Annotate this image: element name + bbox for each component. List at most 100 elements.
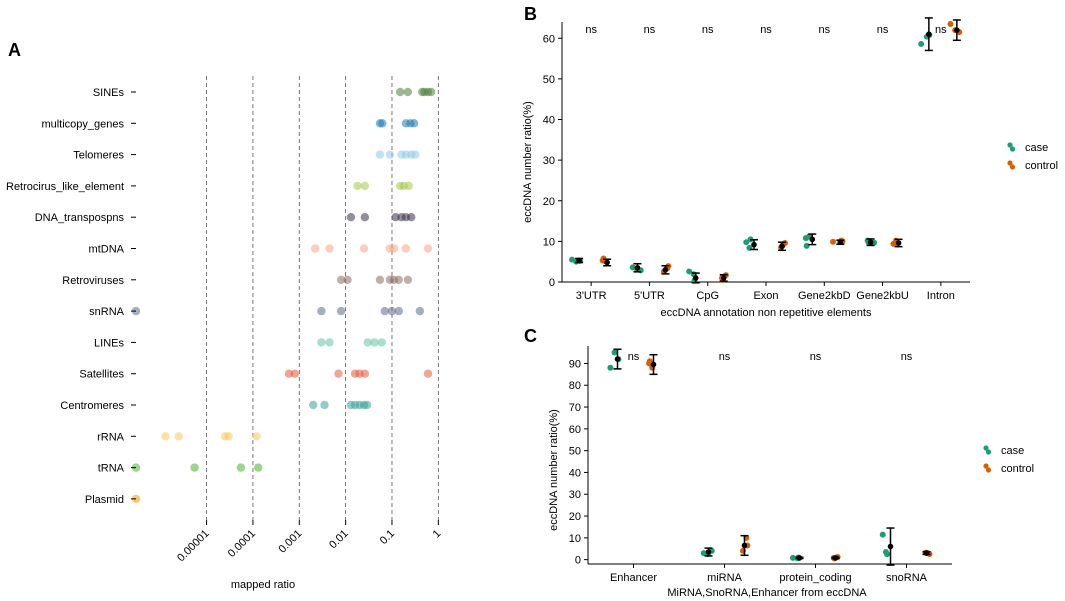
panel-b-legend: case control [1007,142,1058,172]
point-case-snorna [879,531,886,538]
panel-a-category-label-mtdna: mtDNA [89,244,125,256]
panel-a-point-lines [363,338,372,347]
mean-point-case-3-utr [576,257,582,264]
panel-a-point-rrna [161,432,170,441]
significance-label: ns [877,24,889,36]
panel-a-point-retroviruses [403,275,413,284]
y-tick-label: 40 [569,467,581,479]
significance-label: ns [719,351,731,363]
point-case-protein-coding [789,554,796,561]
x-tick-label-5-utr: 5'UTR [634,290,665,302]
significance-label: ns [818,24,830,36]
y-tick-label: 10 [569,533,581,545]
panel-a-point-dna-transpospns [391,213,400,222]
significance-label: ns [810,351,822,363]
significance-label: ns [901,351,913,363]
panel-a-x-tick-label: 0.001 [276,528,304,556]
mean-point-case-protein-coding [796,555,803,561]
y-tick-label: 0 [549,277,555,289]
panel-a-point-multicopy-genes [378,119,387,128]
mean-point-case-5-utr [634,264,641,271]
point-control-enhancer [646,360,653,367]
panel-a-point-satellites [290,369,299,378]
panel-c-axes: 0 10 20 30 40 50 60 70 80 90 Enhancer ns miRNA ns prot… [569,346,952,584]
y-tick-label: 30 [543,155,555,167]
panel-a-point-mtdna [359,244,369,253]
panel-a-category-label-trna: tRNA [98,463,125,475]
mean-point-control-3-utr [604,259,610,266]
legend-marker-control [985,467,992,473]
legend-marker-control [983,463,989,469]
legend-label-case: case [1025,142,1048,154]
point-case-intron [918,40,925,47]
panel-a-point-lines [317,338,326,347]
panel-a-x-axis-title: mapped ratio [231,579,295,591]
y-tick-label: 30 [569,489,581,501]
panel-a-category-label-retroviruses: Retroviruses [62,275,124,287]
panel-a-point-retroviruses [336,275,346,284]
panel-c: C 0 10 20 30 40 50 60 70 80 90 Enhancer ns miRNA ns pr… [524,326,1034,599]
point-case-snorna [882,549,889,556]
y-tick-label: 90 [569,358,581,370]
panel-a-category-label-plasmid: Plasmid [85,494,124,506]
x-tick-label-protein-coding: protein_coding [779,572,851,584]
panel-a-point-telomeres [411,150,420,159]
point-case-cpg [686,268,693,275]
panel-a-points [131,87,436,504]
panel-a-category-label-sines: SINEs [93,87,125,99]
mean-point-case-exon [751,241,757,248]
panel-a-x-tick-label: 0.00001 [175,528,212,565]
panel-a-grid [206,76,439,525]
panel-a-category-label-retrocirus-like-element: Retrocirus_like_element [6,181,124,193]
panel-a-point-snrna [415,306,425,316]
mean-point-control-cpg [720,275,727,281]
x-tick-label-gene2kbu: Gene2kbU [856,290,909,302]
panel-a-point-lines [370,338,379,347]
panel-c-y-axis-title: eccDNA number ratio(%) [548,409,560,531]
panel-a-category-labels: SINEs multicopy_genes Telomeres Retrocirus_… [6,87,136,506]
panel-a-point-lines [377,338,386,347]
legend-label-control: control [1001,463,1034,475]
mean-point-case-mirna [705,549,712,555]
panel-a-x-tick-labels: 0.00001 0.0001 0.001 0.01 0.1 1 [175,528,443,565]
panel-a-point-rrna [224,432,233,441]
y-tick-label: 20 [569,511,581,523]
x-tick-label-cpg: CpG [696,290,719,302]
panel-b-y-axis-title: eccDNA number ratio(%) [522,101,534,223]
panel-a-point-trna [190,463,199,472]
panel-c-legend: case control [983,445,1034,475]
panel-b-marks [569,17,963,284]
significance-label: ns [935,24,947,36]
panel-a-point-lines [325,338,334,347]
y-tick-label: 50 [569,446,581,458]
panel-a-x-tick-label: 1 [431,528,444,541]
panel-a-category-label-telomeres: Telomeres [73,150,124,162]
panel-a-point-retroviruses [375,275,385,284]
panel-b-x-axis-title: eccDNA annotation non repetitive element… [661,307,872,319]
panel-a-point-retrocirus-like-element [360,181,370,191]
panel-a-category-label-satellites: Satellites [79,369,124,381]
y-tick-label: 60 [543,33,555,45]
legend-marker-control [1009,164,1016,170]
panel-a-point-snrna [394,306,403,316]
mean-point-control-mirna [741,542,748,549]
significance-label: ns [644,24,656,36]
mean-point-case-cpg [692,275,699,281]
mean-point-control-gene2kbd [837,239,844,245]
mean-point-case-gene2kbu [867,239,874,245]
panel-b-axes: 0 10 20 30 40 50 60 3'UTR ns 5'UTR ns CpG ns Exon ns Ge… [543,22,970,302]
y-tick-label: 70 [569,402,581,414]
panel-a-point-dna-transpospns [407,213,416,222]
panel-a-point-satellites [334,369,343,378]
point-case-enhancer [607,364,614,371]
significance-label: ns [702,24,714,36]
panel-a-point-snrna [380,306,390,316]
mean-point-control-gene2kbu [895,240,902,246]
panel-a-point-sines [395,87,405,97]
panel-a-point-snrna [387,306,397,316]
panel-a-point-satellites [360,369,370,378]
significance-label: ns [628,351,640,363]
mean-point-control-enhancer [650,361,657,368]
panel-a-point-centromeres [362,400,372,410]
